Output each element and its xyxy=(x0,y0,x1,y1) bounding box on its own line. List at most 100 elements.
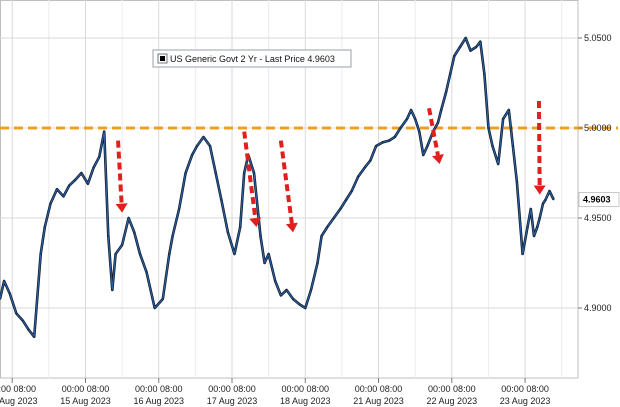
series-point xyxy=(459,46,461,48)
series-point xyxy=(98,155,101,158)
x-tick-label-time: 00:00 08:00 xyxy=(501,384,549,394)
series-point xyxy=(449,73,452,75)
x-tick-label-date: 18 Aug 2023 xyxy=(280,396,331,406)
series-point xyxy=(426,145,429,147)
legend-box xyxy=(152,49,352,68)
legend-label: US Generic Govt 2 Yr - Last Price 4.9603 xyxy=(170,54,335,64)
series-point xyxy=(529,208,532,210)
series-point xyxy=(548,190,551,192)
series-point xyxy=(487,127,490,129)
series-point xyxy=(544,199,547,201)
legend: US Generic Govt 2 Yr - Last Price 4.9603 xyxy=(152,49,352,68)
x-tick-label-time: 00:00 08:00 xyxy=(208,384,256,394)
y-tick-label: 4.9000 xyxy=(584,303,612,313)
series-point xyxy=(483,73,486,75)
series-point xyxy=(111,289,114,291)
series-point xyxy=(184,172,187,174)
series-point xyxy=(171,235,174,237)
plot-frame xyxy=(0,0,579,379)
x-tick-label-date: 14 Aug 2023 xyxy=(0,396,37,406)
series-point xyxy=(274,280,277,282)
series-point xyxy=(516,181,518,183)
series-point xyxy=(209,145,211,147)
series-point xyxy=(332,217,335,219)
series-point xyxy=(178,208,181,210)
series-point xyxy=(316,262,319,264)
x-tick-label-date: 21 Aug 2023 xyxy=(353,396,404,406)
series-point xyxy=(267,253,270,255)
series-point xyxy=(107,235,110,237)
series-point xyxy=(440,109,443,111)
series-point xyxy=(310,289,312,291)
series-point xyxy=(8,292,11,295)
series-point xyxy=(542,202,544,205)
series-point xyxy=(414,118,417,120)
series-point xyxy=(43,226,46,228)
series-point xyxy=(3,280,5,282)
series-point xyxy=(521,253,524,255)
series-point xyxy=(103,130,106,133)
series-point xyxy=(15,312,18,315)
series-point xyxy=(161,298,164,300)
x-tick-label-time: 00:00 08:00 xyxy=(355,384,403,394)
series-point xyxy=(469,49,472,52)
series-point xyxy=(68,184,71,187)
series-point xyxy=(153,307,156,309)
series-point xyxy=(62,195,65,198)
series-point xyxy=(357,175,360,178)
series-point xyxy=(410,109,412,111)
series-line-shadow xyxy=(0,36,555,339)
series-point xyxy=(145,271,148,273)
series-point xyxy=(399,127,402,129)
series-point xyxy=(56,188,58,191)
y-tick-label: 4.9500 xyxy=(584,213,612,223)
series-point xyxy=(133,231,136,234)
red-arrow-down-icon xyxy=(278,140,294,224)
series-point xyxy=(214,172,217,174)
series-point xyxy=(507,109,510,111)
series-point xyxy=(243,172,246,174)
series-point xyxy=(437,121,439,124)
series-point xyxy=(239,226,242,228)
x-tick-label-date: 23 Aug 2023 xyxy=(500,396,551,406)
series-point xyxy=(74,179,76,182)
series-point xyxy=(33,335,36,338)
series-point xyxy=(339,208,342,210)
series-point xyxy=(453,55,456,57)
series-point xyxy=(114,253,117,255)
series-point xyxy=(538,217,541,219)
annotation-layer xyxy=(115,100,546,233)
series-line xyxy=(0,37,555,338)
series-point xyxy=(350,190,353,192)
last-price-label: 4.9603 xyxy=(583,194,611,204)
series-point xyxy=(21,319,24,322)
series-point xyxy=(253,172,255,174)
axis-layer: 00:00 08:00 14 Aug 2023 00:00 08:00 15 Aug … xyxy=(0,33,620,406)
x-tick-label-time: 00:00 08:00 xyxy=(282,384,330,394)
series-point xyxy=(202,136,205,138)
legend-swatch-inner-icon xyxy=(160,56,165,61)
series-point xyxy=(220,199,223,201)
x-tick-label-time: 00:00 08:00 xyxy=(0,384,36,394)
series-point xyxy=(491,145,494,147)
x-tick-label-date: 17 Aug 2023 xyxy=(207,396,258,406)
red-arrow-down-icon xyxy=(242,131,258,219)
x-tick-label-time: 00:00 08:00 xyxy=(428,384,476,394)
x-tick-label-time: 00:00 08:00 xyxy=(135,384,183,394)
x-tick-label-date: 15 Aug 2023 xyxy=(60,396,111,406)
series-point xyxy=(536,226,539,228)
series-point xyxy=(27,328,30,331)
red-arrow-head-icon xyxy=(432,154,444,164)
series-point xyxy=(533,235,535,237)
red-arrow-down-icon xyxy=(116,140,124,204)
series-point xyxy=(39,253,42,255)
series-point xyxy=(375,145,377,147)
y-tick-label: 5.0500 xyxy=(584,33,612,43)
series-point xyxy=(320,235,323,237)
series-point xyxy=(326,226,329,228)
series-point xyxy=(292,298,294,300)
series-point xyxy=(0,298,1,300)
series-point xyxy=(233,253,236,255)
red-arrow-head-icon xyxy=(115,203,128,213)
y-tick-label: 5.0000 xyxy=(584,123,612,133)
